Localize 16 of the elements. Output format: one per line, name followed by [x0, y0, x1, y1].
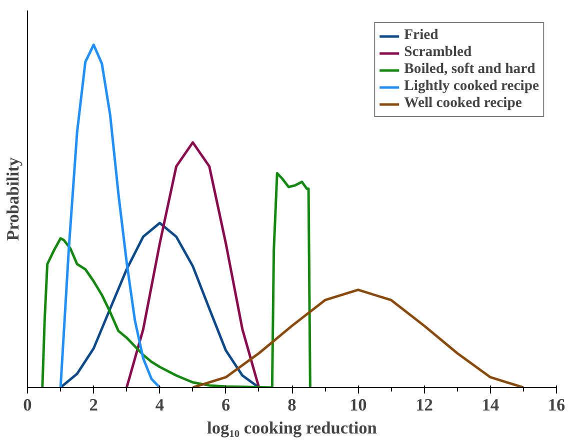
x-tick-label: 12 — [416, 396, 433, 414]
y-axis-title: Probability — [4, 156, 22, 241]
legend-label: Scrambled — [404, 44, 472, 61]
x-tick-label: 2 — [89, 396, 98, 414]
legend-label: Well cooked recipe — [404, 95, 522, 112]
x-tick-label: 6 — [222, 396, 231, 414]
x-tick-label: 16 — [548, 396, 566, 414]
x-tick-label: 4 — [155, 396, 164, 414]
x-tick-label: 8 — [288, 396, 297, 414]
x-tick-label: 14 — [482, 396, 500, 414]
x-axis-title: log₁₀ cooking reduction — [207, 418, 378, 438]
legend-label: Boiled, soft and hard — [404, 61, 536, 78]
legend-label: Fried — [404, 27, 438, 44]
x-tick-label: 10 — [349, 396, 367, 414]
x-tick-label: 0 — [23, 396, 32, 414]
legend-label: Lightly cooked recipe — [404, 78, 539, 95]
